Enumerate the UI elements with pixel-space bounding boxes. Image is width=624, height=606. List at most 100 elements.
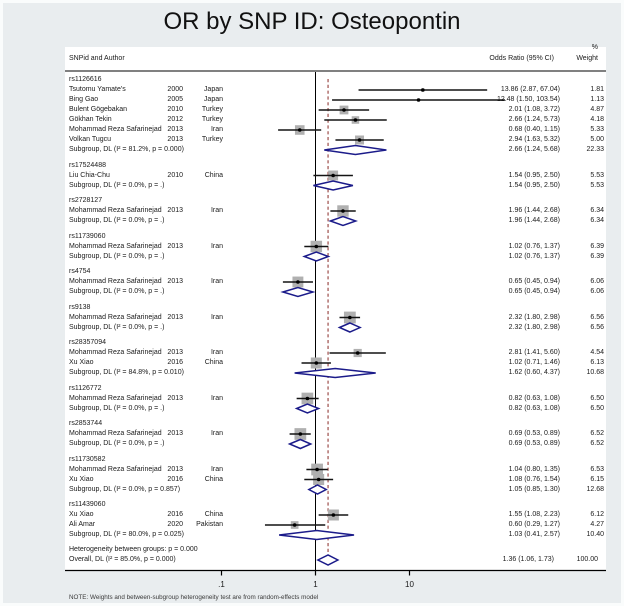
study-author: Xu Xiao xyxy=(69,475,94,483)
subgroup-row: Subgroup, DL (I² = 0.0%, p = .) 2.32 (1.8… xyxy=(65,323,606,333)
subgroup-diamond xyxy=(307,484,328,495)
snp-id-label: rs1126772 xyxy=(69,384,102,392)
snp-id-label: rs11730582 xyxy=(69,455,106,463)
subgroup-diamond xyxy=(294,403,321,414)
effect-point xyxy=(314,361,319,365)
group-header-row: rs1126772 xyxy=(65,384,606,394)
chart-title: OR by SNP ID: Osteopontin xyxy=(163,8,461,35)
study-row: Mohammad Reza Safarinejad 2013 Iran 2.81 (1… xyxy=(65,348,606,358)
subgroup-label: Subgroup, DL (I² = 80.0%, p = 0.025) xyxy=(69,531,184,538)
snp-id-label: rs28357094 xyxy=(69,339,106,346)
footnote: NOTE: Weights and between-subgroup heter… xyxy=(69,594,319,601)
effect-point xyxy=(296,280,300,284)
subgroup-weight-value: 6.06 xyxy=(590,288,604,295)
study-year: 2013 xyxy=(167,207,183,214)
study-country: Japan xyxy=(203,86,223,93)
study-weight-value: 6.34 xyxy=(590,207,604,214)
study-row: Bing Gao 2005 Japan 12.48 (1.50, 103.54) 1.1… xyxy=(65,95,606,105)
overall-diamond xyxy=(316,554,340,566)
subgroup-label: Subgroup, DL (I² = 0.0%, p = .) xyxy=(69,252,165,260)
subgroup-weight-value: 6.56 xyxy=(590,323,604,331)
study-author: Bulent Gögebakan xyxy=(69,106,127,113)
study-or-ci-value: 2.66 (1.24, 5.73) xyxy=(508,116,560,123)
column-header-percent: % xyxy=(591,44,598,51)
study-year: 2013 xyxy=(167,430,183,437)
subgroup-diamond xyxy=(337,322,362,333)
snp-id-label: rs9138 xyxy=(69,303,91,311)
study-country: Japan xyxy=(203,96,223,103)
snp-id-label: rs2853744 xyxy=(69,420,103,427)
study-weight-value: 1.13 xyxy=(590,96,604,103)
subgroup-or-ci-value: 0.69 (0.53, 0.89) xyxy=(508,440,560,447)
study-year: 2013 xyxy=(167,126,183,133)
subgroup-diamond xyxy=(287,438,313,450)
study-author: Ali Amar xyxy=(69,521,96,528)
study-row: Bulent Gögebakan 2010 Turkey 2.01 (1.08, 3.… xyxy=(65,105,606,115)
subgroup-diamond xyxy=(280,286,316,298)
study-year: 2013 xyxy=(167,394,183,402)
study-author: Mohammad Reza Safarinejad xyxy=(69,430,162,437)
study-country: China xyxy=(204,171,223,179)
snp-id-label: rs1126616 xyxy=(69,76,102,83)
study-country: Iran xyxy=(210,126,223,133)
subgroup-diamond xyxy=(294,367,376,379)
effect-point xyxy=(305,396,310,401)
snp-id-label: rs2728127 xyxy=(69,197,103,204)
snp-id-label: rs11739060 xyxy=(69,232,106,240)
subgroup-weight-value: 6.34 xyxy=(590,217,604,224)
x-axis-tick-label: 10 xyxy=(405,580,414,589)
subgroup-label: Subgroup, DL (I² = 0.0%, p = .) xyxy=(69,404,165,412)
study-weight-value: 5.00 xyxy=(590,136,604,143)
study-or-ci-value: 0.60 (0.29, 1.27) xyxy=(508,521,560,528)
group-header-row: rs11739060 xyxy=(65,232,606,242)
overall-label: Overall, DL (I² = 85.0%, p = 0.000) xyxy=(69,556,176,563)
subgroup-weight-value: 5.53 xyxy=(590,181,604,189)
study-year: 2013 xyxy=(167,465,183,473)
subgroup-row: Subgroup, DL (I² = 0.0%, p = .) 1.54 (0.9… xyxy=(65,181,606,191)
study-year: 2013 xyxy=(167,349,183,356)
subgroup-or-ci-value: 0.82 (0.63, 1.08) xyxy=(508,404,560,412)
subgroup-row: Subgroup, DL (I² = 0.0%, p = .) 0.69 (0.5… xyxy=(65,439,606,449)
effect-point xyxy=(355,351,360,355)
group-header-row: rs28357094 xyxy=(65,338,606,348)
effect-point xyxy=(348,315,352,320)
study-author: Liu Chia-Chu xyxy=(69,171,110,179)
effect-point xyxy=(314,244,319,249)
study-year: 2016 xyxy=(167,511,183,518)
study-row: Mohammad Reza Safarinejad 2013 Iran 0.82 (0… xyxy=(65,394,606,404)
study-weight-value: 6.13 xyxy=(590,359,604,366)
overall-weight-value: 100.00 xyxy=(576,556,598,563)
study-row: Mohammad Reza Safarinejad 2013 Iran 1.02 (0… xyxy=(65,242,606,252)
study-year: 2013 xyxy=(167,242,183,250)
x-axis-tick-label: .1 xyxy=(218,580,225,589)
study-country: Iran xyxy=(210,207,223,214)
subgroup-row: Subgroup, DL (I² = 0.0%, p = .) 1.02 (0.7… xyxy=(65,252,606,262)
effect-point xyxy=(357,138,362,142)
subgroup-row: Subgroup, DL (I² = 0.0%, p = .) 0.65 (0.4… xyxy=(65,287,606,297)
study-year: 2005 xyxy=(167,96,183,103)
heterogeneity-between-groups-label: Heterogeneity between groups: p = 0.000 xyxy=(69,546,198,553)
study-author: Gökhan Tekin xyxy=(69,116,112,123)
study-year: 2013 xyxy=(167,136,183,143)
group-header-row: rs4754 xyxy=(65,267,606,277)
effect-point xyxy=(342,108,346,112)
subgroup-label: Subgroup, DL (I² = 81.2%, p = 0.000) xyxy=(69,146,184,153)
subgroup-label: Subgroup, DL (I² = 84.8%, p = 0.010) xyxy=(69,369,184,376)
snp-id-label: rs17524488 xyxy=(69,161,106,169)
study-country: Iran xyxy=(210,430,223,437)
subgroup-row: Subgroup, DL (I² = 0.0%, p = .) 1.96 (1.4… xyxy=(65,216,606,226)
x-axis-tick-label: 1 xyxy=(313,580,318,589)
study-or-ci-value: 2.81 (1.41, 5.60) xyxy=(508,349,560,356)
subgroup-weight-value: 12.68 xyxy=(586,485,604,493)
effect-point xyxy=(331,173,335,178)
subgroup-weight-value: 6.50 xyxy=(590,404,604,412)
subgroup-or-ci-value: 1.05 (0.85, 1.30) xyxy=(508,485,560,493)
study-row: Mohammad Reza Safarinejad 2013 Iran 1.04 (0… xyxy=(65,465,606,475)
plot-panel xyxy=(65,47,606,571)
study-or-ci-value: 1.08 (0.76, 1.54) xyxy=(508,475,560,483)
study-weight-value: 6.50 xyxy=(590,394,604,402)
plot-markers-layer: .1 1 10 xyxy=(65,70,606,589)
study-country: Turkey xyxy=(201,106,223,113)
study-weight-value: 4.18 xyxy=(590,116,604,123)
study-row: Mohammad Reza Safarinejad 2013 Iran 0.69 (0… xyxy=(65,429,606,439)
